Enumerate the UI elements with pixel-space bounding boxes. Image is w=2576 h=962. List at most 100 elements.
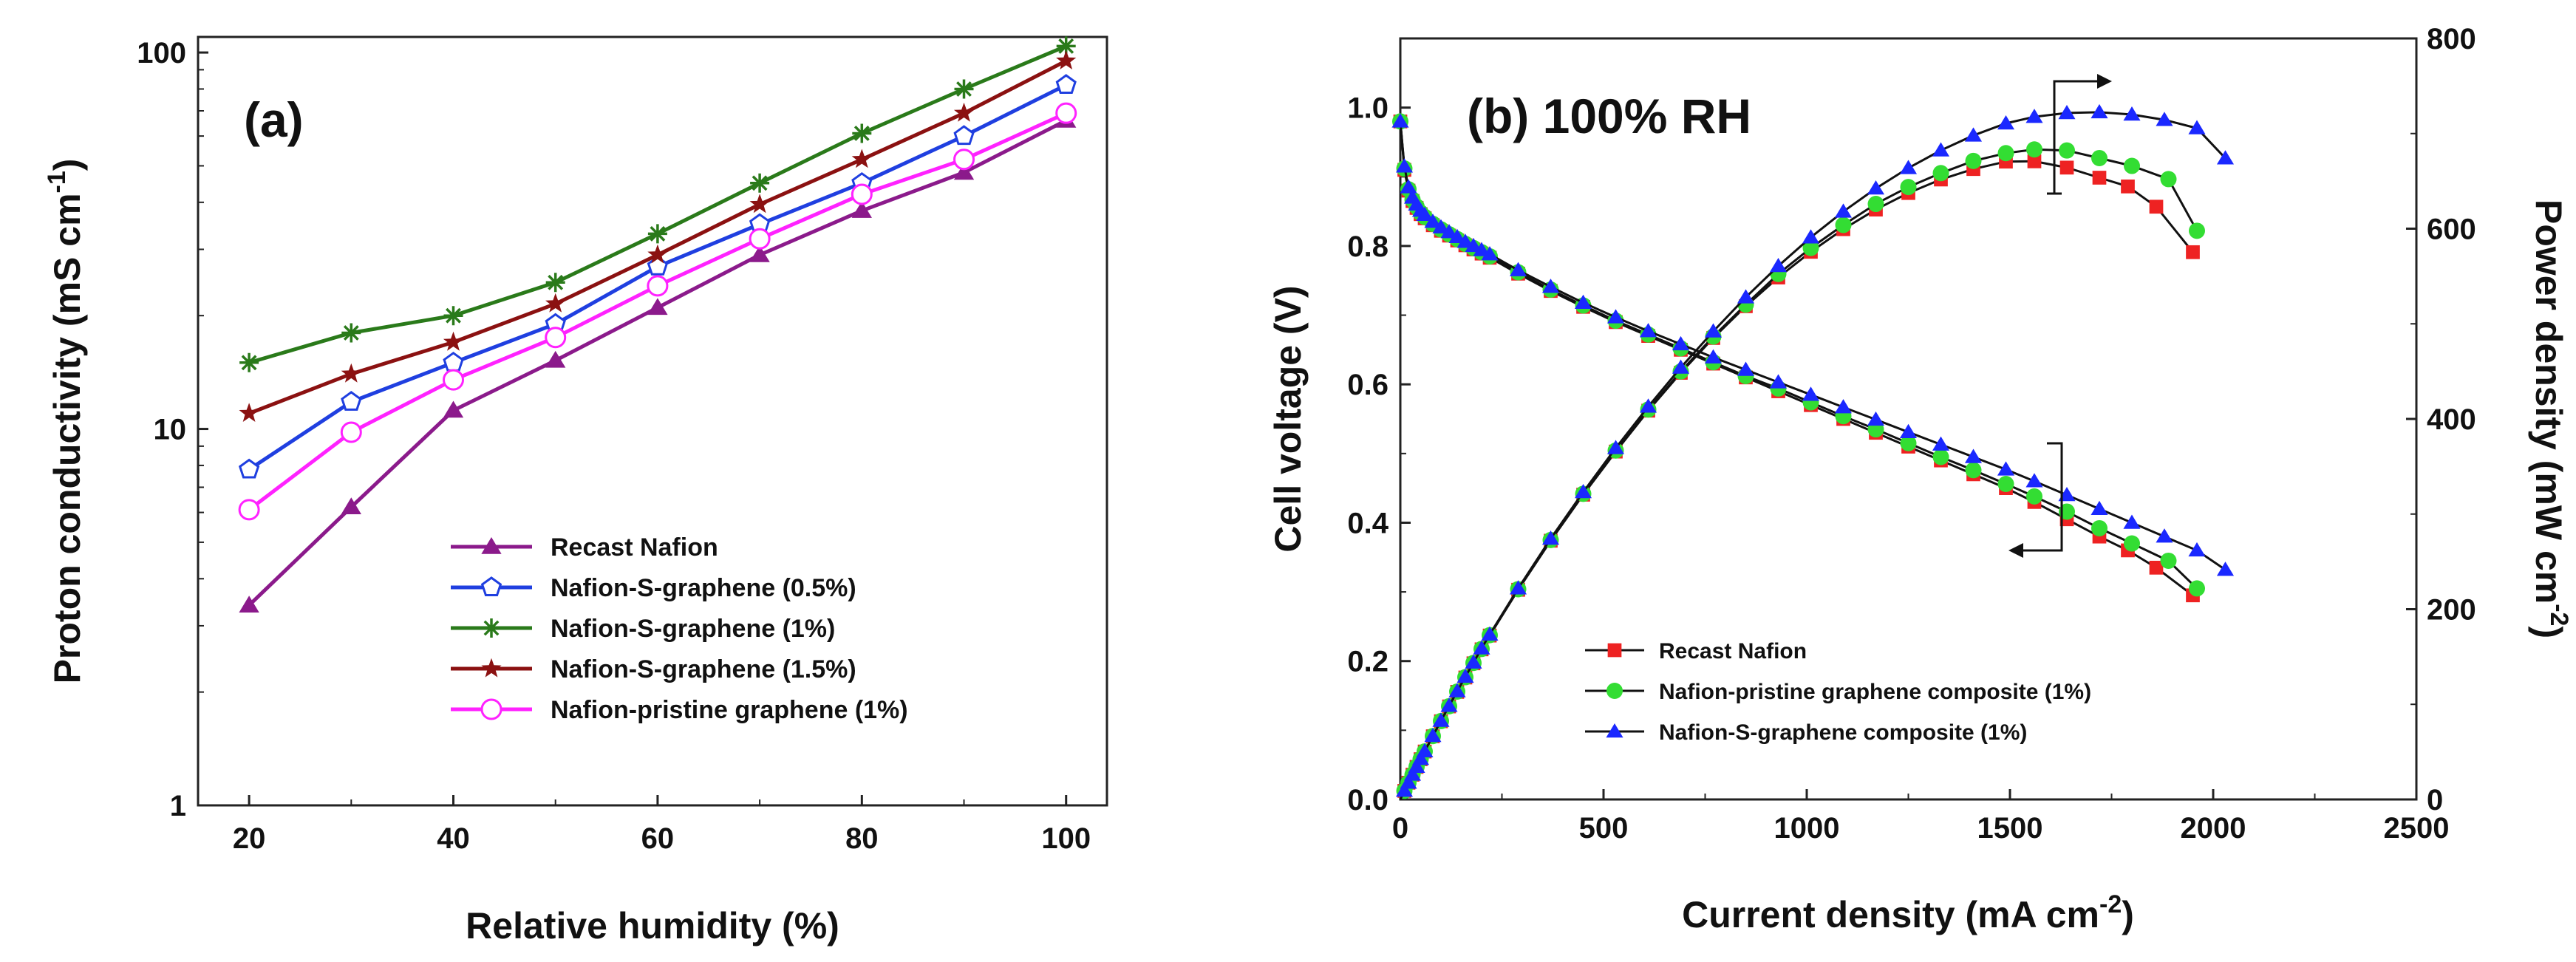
voltage-data-point [1997,461,2015,476]
legend-label: Recast Nafion [551,533,718,562]
data-point [750,173,770,193]
data-point [545,273,565,293]
panel-b-x-tick-label: 1500 [1977,812,2043,845]
panel-b-x-tick-label: 0 [1392,812,1408,845]
panel-b-y-tick-label: 0.8 [1347,231,1388,263]
panel-b-y2-tick-label: 600 [2427,214,2476,246]
power-data-point [2121,179,2135,194]
voltage-data-point [2026,488,2042,505]
legend-label: Nafion-pristine graphene composite (1%) [1659,680,2091,704]
panel-b-y2-tick-label: 200 [2427,594,2476,627]
power-data-point [2149,199,2164,214]
data-point [341,363,361,383]
legend-marker [1606,723,1623,738]
power-data-point [1964,127,1983,142]
power-data-point [1541,530,1560,545]
power-data-point [2156,112,2173,126]
data-point [238,458,260,479]
panel-a-y-axis-label-close: ) [47,159,88,171]
voltage-data-point [1737,361,1755,376]
legend-label: Recast Nafion [1659,639,1807,663]
panel-a-x-tick-label: 60 [641,822,675,855]
voltage-data-point [1899,423,1918,439]
series-line [248,118,1067,607]
data-point [341,391,362,411]
voltage-curve-line [1399,121,2198,590]
power-data-point [2186,245,2200,259]
data-point [953,102,975,122]
panel-a-y-tick-label: 10 [154,414,187,446]
data-point [749,228,771,250]
power-data-point [2123,106,2141,121]
data-point [239,352,259,372]
legend-label: Nafion-S-graphene (1.5%) [551,655,856,683]
power-data-point [1802,229,1820,244]
panel-b-x-axis-label-close: ) [2122,894,2134,935]
panel-b-y2-axis-label-sup: -2 [2545,604,2573,626]
data-point [443,369,465,391]
voltage-data-point [1391,113,1409,128]
panel-a-x-tick-label: 20 [233,822,266,855]
legend-marker [480,698,502,720]
voltage-data-point [2188,542,2206,557]
data-point [1056,50,1077,69]
voltage-data-point [1541,279,1560,293]
data-point [953,125,975,146]
legend-label: Nafion-S-graphene (0.5%) [551,574,856,602]
data-point [239,403,259,422]
voltage-data-point [2149,560,2164,575]
power-data-point [1867,196,1884,213]
panel-b-x-tick-label: 500 [1579,812,1629,845]
data-point [1055,102,1077,124]
panel-a-x-tick-label: 80 [845,822,879,855]
legend-label: Nafion-S-graphene (1%) [551,615,835,643]
panel-b-x-tick-label: 2500 [2384,812,2450,845]
panel-a: 20 40 60 80 100 1 10 100 (a) Relative humidity … [43,35,1108,946]
data-point [749,245,770,262]
power-data-point [2189,222,2205,239]
data-point [545,293,566,313]
power-data-point [1639,398,1657,413]
voltage-data-point [1481,246,1499,261]
power-data-point [1403,766,1422,781]
data-point [443,351,464,372]
panel-a-y-axis-label-text: Proton conductivity (mS cm [47,193,88,683]
power-axis-arrow [2047,74,2112,195]
power-data-point [2124,157,2140,174]
panel-b-x-axis-label-text: Current density (mA cm [1682,894,2099,935]
power-data-point [2160,171,2177,188]
panel-b-y-tick-label: 0.2 [1347,646,1388,678]
legend-label: Nafion-S-graphene composite (1%) [1659,720,2027,745]
data-point [954,79,974,99]
power-data-point [2188,120,2206,134]
power-data-point [1465,654,1482,669]
voltage-data-point [2124,535,2140,552]
panel-b-legend: Recast Nafion Nafion-pristine graphene co… [1585,639,2091,745]
data-point [545,327,567,349]
power-data-point [1416,743,1434,757]
voltage-data-point [1802,386,1820,401]
series-line [248,44,1067,365]
power-data-point [2059,142,2075,159]
data-point [749,194,770,214]
power-data-point [1835,216,1852,233]
power-data-point [1456,668,1474,683]
legend-marker [481,537,502,554]
voltage-data-point [2091,500,2108,515]
legend-label: Nafion-pristine graphene (1%) [551,696,908,724]
panel-a-y-axis-label-sup: -1 [43,171,71,193]
data-point [647,244,668,264]
voltage-data-point [1574,294,1592,309]
panel-b-y2-tick-label: 400 [2427,403,2476,436]
power-data-point [1473,640,1490,655]
panel-a-legend: Recast Nafion Nafion-S-graphene (0.5%) Naf… [451,533,908,724]
power-data-point [1900,179,1917,196]
panel-a-y-axis-label: Proton conductivity (mS cm-1) [43,159,88,684]
power-data-point [1997,145,2014,162]
power-data-point [1932,142,1950,157]
power-data-point [1704,323,1723,338]
voltage-data-point [1448,228,1466,243]
power-data-point [1737,289,1755,304]
voltage-data-point [1769,374,1788,389]
power-data-point [1408,758,1425,773]
